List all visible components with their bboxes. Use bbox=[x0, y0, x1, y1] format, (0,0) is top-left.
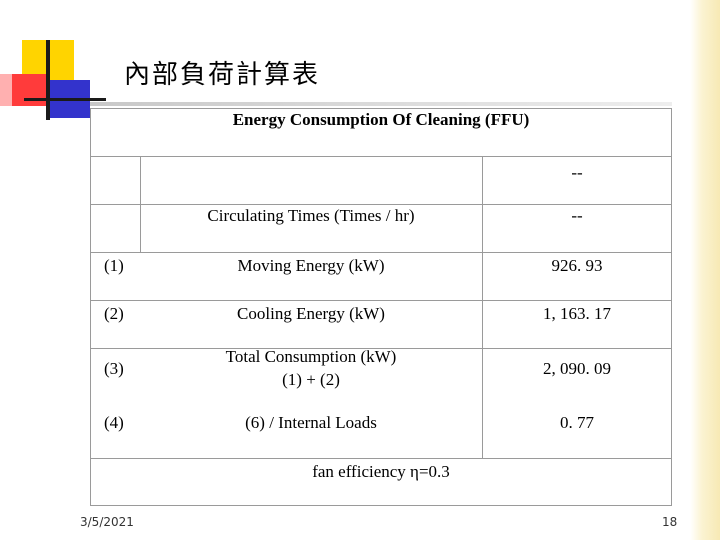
logo-horizontal-line bbox=[24, 98, 106, 101]
table-divider bbox=[90, 458, 672, 459]
table-row-number: (4) bbox=[104, 413, 124, 432]
table-divider bbox=[90, 252, 672, 253]
table-column-divider bbox=[140, 156, 141, 252]
slide-title: 內部負荷計算表 bbox=[124, 60, 321, 90]
logo-highlight bbox=[0, 74, 12, 106]
footer-date: 3/5/2021 bbox=[80, 515, 134, 529]
table-header: Energy Consumption Of Cleaning (FFU) bbox=[232, 110, 530, 129]
table-cell-value: -- bbox=[571, 206, 583, 225]
table-row-number: (1) bbox=[104, 256, 124, 275]
page-number: 18 bbox=[662, 515, 678, 529]
table-row-number: (3) bbox=[104, 359, 124, 378]
title-rule bbox=[90, 102, 672, 106]
table-cell-value: -- bbox=[571, 163, 583, 182]
table-divider bbox=[90, 300, 672, 301]
table-cell-value: 1, 163. 17 bbox=[543, 304, 611, 323]
table-cell-label: (1) + (2) bbox=[282, 370, 340, 389]
table-cell-value: 926. 93 bbox=[551, 256, 603, 275]
table-cell-label: Total Consumption (kW) bbox=[225, 347, 397, 366]
table-cell-label: Circulating Times (Times / hr) bbox=[207, 206, 415, 225]
table-cell-label: Cooling Energy (kW) bbox=[237, 304, 385, 323]
energy-table bbox=[90, 108, 672, 506]
slide-right-decoration bbox=[690, 0, 720, 540]
table-note: fan efficiency η=0.3 bbox=[312, 462, 450, 481]
table-divider bbox=[90, 156, 672, 157]
table-cell-label: Moving Energy (kW) bbox=[237, 256, 385, 275]
logo-vertical-line bbox=[46, 40, 50, 120]
table-divider bbox=[90, 348, 672, 349]
table-cell-value: 2, 090. 09 bbox=[543, 359, 611, 378]
table-row-number: (2) bbox=[104, 304, 124, 323]
table-column-divider bbox=[482, 156, 483, 458]
table-cell-label: (6) / Internal Loads bbox=[245, 413, 377, 432]
table-divider bbox=[90, 204, 672, 205]
table-cell-value: 0. 77 bbox=[560, 413, 594, 432]
